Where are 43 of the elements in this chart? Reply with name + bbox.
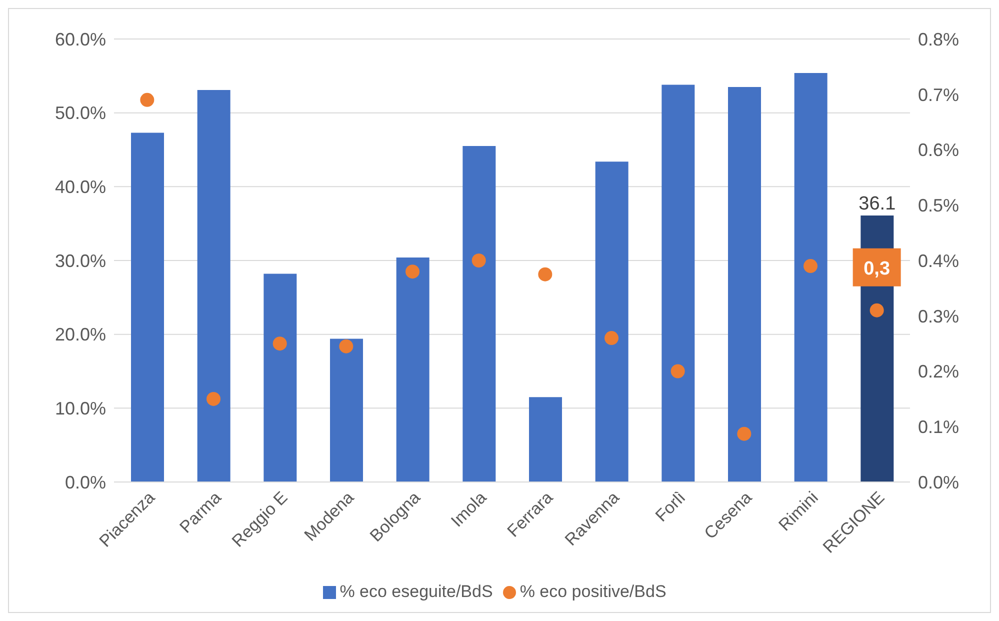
y-tick-label: 50.0%	[54, 103, 106, 124]
point	[406, 264, 420, 279]
point	[339, 339, 354, 354]
point	[737, 426, 752, 441]
point	[870, 303, 884, 318]
bar	[529, 397, 562, 482]
point	[140, 92, 154, 107]
bar	[131, 132, 164, 482]
bar	[330, 338, 363, 482]
point	[472, 254, 486, 268]
point	[670, 364, 685, 378]
data-label: 36.1	[858, 193, 896, 214]
y2-tick-label: 0.3%	[918, 306, 960, 326]
y2-tick-label: 0.7%	[918, 84, 960, 105]
bar	[462, 146, 496, 482]
point	[206, 392, 220, 406]
bar	[728, 86, 761, 482]
bar	[197, 90, 230, 482]
y-tick-label: 0.0%	[64, 472, 106, 492]
point	[604, 331, 618, 346]
y-tick-label: 30.0%	[54, 250, 106, 271]
y-tick-label: 20.0%	[54, 324, 106, 345]
data-label: 0,3	[864, 258, 890, 280]
bar	[595, 162, 628, 482]
y2-tick-label: 0.2%	[918, 362, 960, 382]
y2-tick-label: 0.1%	[918, 417, 960, 438]
bar	[794, 72, 828, 482]
bar	[396, 258, 430, 482]
y-tick-label: 60.0%	[54, 29, 106, 50]
bar	[662, 84, 695, 482]
legend-label: % eco eseguite/BdS	[340, 582, 493, 601]
y-tick-label: 40.0%	[54, 177, 106, 198]
y2-tick-label: 0.5%	[918, 196, 960, 216]
legend-label: % eco positive/BdS	[520, 582, 666, 601]
point	[804, 259, 818, 274]
point	[538, 267, 552, 282]
y2-tick-label: 0.0%	[918, 472, 960, 492]
point	[272, 336, 287, 351]
y2-tick-label: 0.4%	[918, 250, 960, 271]
y2-tick-label: 0.8%	[918, 29, 960, 50]
y-tick-label: 10.0%	[54, 398, 106, 419]
bar	[264, 274, 297, 482]
y2-tick-label: 0.6%	[918, 140, 960, 160]
